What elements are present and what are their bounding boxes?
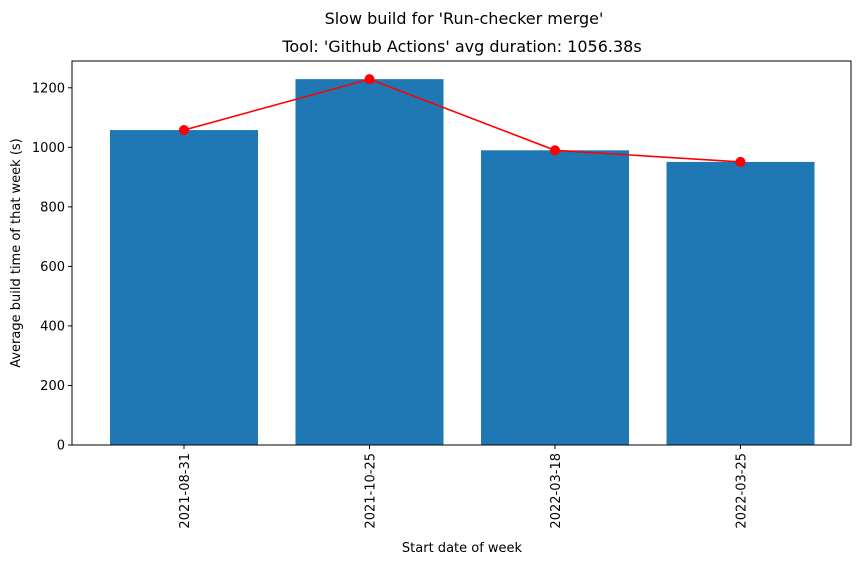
bar-2022-03-18 <box>481 150 629 446</box>
trend-line <box>183 78 741 163</box>
bar-2021-08-31 <box>110 130 258 445</box>
y-axis-label: Average build time of that week (s) <box>9 138 24 368</box>
bar-2021-10-25 <box>295 79 444 445</box>
line-point-2021-10-25 <box>364 74 375 85</box>
line-point-2021-08-31 <box>179 125 189 136</box>
y-tick-label: 800 <box>40 200 65 215</box>
plot-frame <box>71 60 852 446</box>
y-tick-label: 400 <box>40 319 65 334</box>
y-tick-label: 0 <box>57 439 65 454</box>
x-axis-label: Start date of week <box>402 541 523 556</box>
y-axis: 0 200 400 600 800 1000 1200 <box>32 81 72 454</box>
y-tick-label: 600 <box>40 260 65 275</box>
x-tick-label: 2022-03-25 <box>735 453 750 529</box>
bar-group <box>110 79 815 446</box>
bar-2022-03-25 <box>666 161 815 445</box>
x-axis: 2021-08-31 2021-10-25 2022-03-18 2022-03-25 <box>178 445 750 529</box>
line-point-2022-03-18 <box>550 145 560 156</box>
y-tick-label: 200 <box>40 379 65 394</box>
line-series <box>179 74 746 167</box>
x-tick-label: 2021-10-25 <box>364 453 379 529</box>
x-tick-label: 2021-08-31 <box>178 453 193 529</box>
line-point-2022-03-25 <box>735 156 746 167</box>
y-tick-label: 1200 <box>32 81 65 96</box>
chart-title: Tool: 'Github Actions' avg duration: 105… <box>281 37 641 56</box>
chart-suptitle: Slow build for 'Run-checker merge' <box>325 9 604 28</box>
x-tick-label: 2022-03-18 <box>549 453 564 529</box>
y-tick-label: 1000 <box>32 141 65 156</box>
